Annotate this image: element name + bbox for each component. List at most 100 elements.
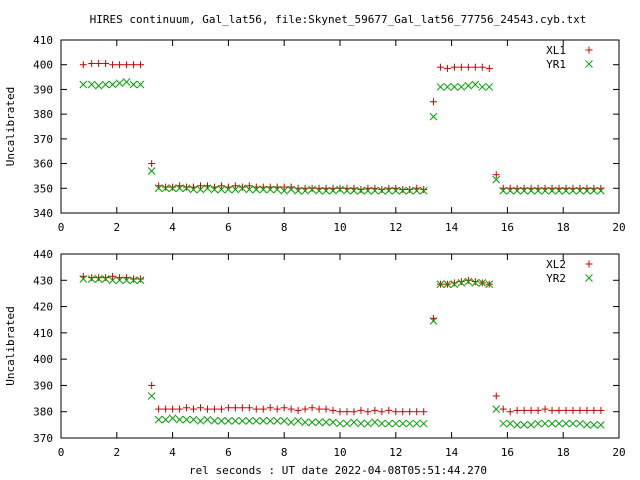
data-point bbox=[534, 419, 542, 428]
data-point bbox=[87, 275, 96, 283]
data-point bbox=[294, 186, 303, 195]
legend-marker bbox=[585, 46, 593, 54]
data-point bbox=[115, 79, 124, 88]
data-point bbox=[280, 186, 289, 195]
data-point bbox=[122, 78, 131, 86]
data-point bbox=[154, 415, 163, 424]
data-point bbox=[231, 185, 240, 194]
data-point bbox=[137, 275, 145, 283]
data-point bbox=[315, 418, 323, 427]
data-point bbox=[499, 419, 508, 428]
x-tick-label: 6 bbox=[225, 221, 232, 234]
data-point bbox=[95, 274, 103, 282]
data-point bbox=[322, 405, 330, 413]
data-point bbox=[273, 405, 281, 413]
data-point bbox=[79, 61, 87, 69]
data-point bbox=[224, 185, 233, 194]
data-point bbox=[378, 408, 386, 416]
data-point bbox=[137, 61, 145, 69]
data-point bbox=[182, 184, 191, 193]
data-point bbox=[238, 184, 247, 193]
data-point bbox=[590, 186, 598, 195]
data-point bbox=[443, 83, 452, 91]
data-point bbox=[464, 276, 472, 284]
data-point bbox=[555, 186, 563, 195]
data-point bbox=[189, 415, 198, 424]
data-point bbox=[520, 186, 528, 195]
data-point bbox=[471, 279, 480, 287]
data-point bbox=[336, 184, 344, 192]
data-point bbox=[161, 184, 170, 193]
data-point bbox=[176, 405, 184, 413]
data-point bbox=[506, 186, 515, 195]
data-point bbox=[336, 185, 344, 194]
data-point bbox=[576, 419, 584, 428]
data-point bbox=[499, 186, 508, 195]
data-point bbox=[136, 80, 145, 89]
data-point bbox=[148, 160, 156, 168]
data-point bbox=[364, 186, 372, 195]
data-point bbox=[583, 406, 591, 414]
data-point bbox=[182, 415, 191, 424]
data-point bbox=[273, 417, 282, 425]
data-point bbox=[129, 276, 138, 285]
data-point bbox=[450, 279, 458, 287]
data-point bbox=[259, 417, 268, 425]
data-point bbox=[101, 275, 110, 283]
data-point bbox=[169, 183, 177, 191]
data-point bbox=[520, 421, 528, 429]
data-point bbox=[217, 405, 225, 413]
data-point bbox=[413, 408, 421, 416]
data-point bbox=[94, 81, 103, 90]
data-point bbox=[405, 419, 414, 428]
data-point bbox=[398, 186, 407, 195]
data-point bbox=[590, 406, 598, 414]
data-point bbox=[464, 277, 473, 286]
y-tick-label: 390 bbox=[33, 83, 53, 96]
data-point bbox=[506, 408, 514, 416]
data-point bbox=[287, 185, 296, 194]
data-point bbox=[384, 419, 393, 428]
data-point bbox=[412, 419, 421, 428]
data-point bbox=[130, 61, 138, 69]
data-point bbox=[378, 186, 386, 194]
data-point bbox=[492, 405, 501, 413]
data-point bbox=[336, 408, 344, 416]
data-point bbox=[175, 415, 184, 424]
x-tick-label: 10 bbox=[333, 221, 346, 234]
x-tick-label: 18 bbox=[557, 446, 570, 459]
data-point bbox=[108, 80, 117, 89]
y-tick-label: 360 bbox=[33, 158, 53, 171]
x-tick-label: 2 bbox=[113, 446, 120, 459]
data-point bbox=[385, 406, 393, 414]
data-point bbox=[562, 419, 570, 428]
data-point bbox=[162, 405, 170, 413]
data-point bbox=[301, 186, 309, 195]
series-XL2 bbox=[79, 272, 605, 416]
legend-marker bbox=[585, 60, 593, 68]
data-point bbox=[329, 406, 337, 414]
data-point bbox=[457, 83, 466, 91]
data-point bbox=[217, 182, 225, 190]
data-point bbox=[329, 418, 337, 427]
data-point bbox=[513, 406, 521, 414]
data-point bbox=[95, 59, 103, 67]
y-tick-label: 340 bbox=[33, 207, 53, 220]
data-point bbox=[273, 185, 282, 194]
data-point bbox=[429, 112, 438, 121]
data-point bbox=[115, 276, 124, 285]
data-point bbox=[266, 404, 274, 412]
x-tick-label: 14 bbox=[445, 446, 459, 459]
data-point bbox=[336, 419, 344, 428]
data-point bbox=[492, 392, 500, 400]
chart-title: HIRES continuum, Gal_lat56, file:Skynet_… bbox=[90, 13, 587, 26]
series-YR2 bbox=[79, 275, 605, 429]
y-tick-label: 440 bbox=[33, 248, 53, 261]
data-point bbox=[534, 186, 542, 195]
data-point bbox=[280, 404, 288, 412]
data-point bbox=[231, 404, 239, 412]
data-point bbox=[122, 276, 131, 285]
data-point bbox=[391, 186, 400, 195]
data-point bbox=[471, 63, 479, 71]
data-point bbox=[101, 80, 110, 89]
